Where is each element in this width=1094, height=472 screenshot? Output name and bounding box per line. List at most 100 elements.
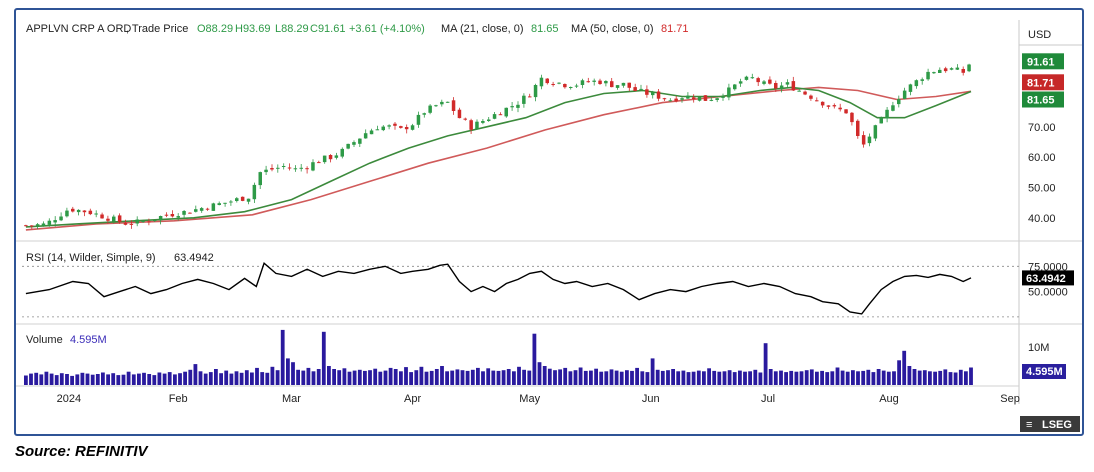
volume-bar — [357, 369, 362, 385]
candle-body — [498, 114, 503, 116]
volume-bar — [424, 371, 429, 385]
volume-bar — [630, 370, 634, 385]
candle-body — [633, 87, 637, 91]
ohlc-low: L88.29 — [275, 23, 309, 35]
volume-bar — [455, 369, 460, 385]
time-label-sep: Sep — [1000, 393, 1020, 405]
volume-bar — [568, 371, 573, 385]
volume-bar — [137, 373, 141, 385]
chart-canvas: APPLVN CRP A ORD , Trade Price O88.29 H9… — [16, 20, 1082, 432]
candle-body — [826, 105, 831, 107]
volume-bar — [619, 371, 624, 385]
volume-bar — [239, 372, 244, 385]
volume-bar — [44, 371, 49, 385]
volume-bar — [830, 371, 835, 385]
volume-bar — [691, 371, 696, 385]
candle-body — [317, 162, 321, 164]
volume-bar — [445, 371, 449, 385]
volume-bar — [522, 369, 526, 385]
candle-body — [528, 96, 532, 98]
volume-bar — [296, 369, 300, 385]
ma21-badge-text: 81.65 — [1027, 95, 1055, 107]
y-tick-50: 50.00 — [1028, 183, 1056, 195]
volume-bar — [486, 368, 491, 385]
volume-bar — [820, 370, 824, 385]
time-label-mar: Mar — [282, 393, 301, 405]
candle-body — [258, 172, 262, 186]
price-type: Trade Price — [132, 23, 188, 35]
candle-body — [252, 184, 257, 200]
volume-bar — [671, 369, 675, 385]
ma50-badge-text: 81.71 — [1027, 77, 1055, 89]
candle-body — [703, 95, 708, 101]
volume-bar — [969, 367, 973, 385]
candle-body — [305, 168, 309, 170]
candle-body — [961, 69, 965, 73]
time-axis: 2024 Feb Mar Apr May Jun Jul Aug Sep — [57, 393, 1020, 405]
candle-body — [615, 85, 620, 88]
ma21-label: MA (21, close, 0) — [441, 23, 524, 35]
candle-body — [569, 87, 573, 88]
volume-bar — [578, 367, 583, 385]
volume-bar — [964, 371, 968, 385]
volume-bar — [111, 373, 116, 385]
volume-bar — [517, 366, 521, 385]
volume-bar — [265, 372, 270, 385]
candle-body — [621, 82, 626, 86]
volume-bar — [707, 368, 711, 385]
volume-bar — [815, 371, 819, 385]
volume-bar — [270, 366, 275, 385]
candle-body — [838, 107, 842, 110]
candle-body — [71, 208, 75, 212]
price-type-label: , Trade Price — [126, 23, 188, 35]
volume-bar — [583, 370, 588, 385]
candle-body — [932, 72, 936, 74]
time-label-apr: Apr — [404, 393, 421, 405]
candle-body — [580, 80, 585, 85]
candle-body — [346, 143, 350, 149]
volume-bar — [363, 370, 367, 385]
time-label-2024: 2024 — [57, 393, 81, 405]
candle-body — [832, 105, 837, 107]
price-type-sep: , — [126, 23, 132, 35]
rsi-tick-50: 50.0000 — [1028, 287, 1068, 299]
candle-body — [586, 81, 590, 83]
time-label-feb: Feb — [169, 393, 188, 405]
candle-body — [738, 81, 743, 84]
volume-bar — [512, 371, 516, 385]
volume-bar — [39, 374, 44, 385]
candle-body — [481, 121, 485, 123]
volume-bar — [943, 369, 948, 385]
source-caption: Source: REFINITIV — [15, 443, 148, 460]
candle-body — [598, 80, 602, 84]
candle-body — [715, 98, 719, 100]
volume-bar — [80, 372, 85, 385]
volume-bar — [368, 370, 372, 385]
volume-bar — [311, 371, 316, 385]
candle-body — [24, 225, 28, 227]
volume-bar — [378, 371, 383, 385]
candle-body — [287, 167, 292, 169]
volume-bar — [917, 370, 922, 385]
volume-bar — [434, 369, 439, 385]
volume-bar — [54, 375, 59, 385]
candle-body — [475, 121, 479, 130]
candle-body — [492, 114, 497, 119]
volume-bar — [666, 370, 670, 385]
volume-bar — [681, 370, 686, 385]
volume-bar — [321, 331, 326, 385]
candle-body — [410, 125, 415, 130]
candle-body — [100, 214, 104, 219]
candle-body — [194, 209, 198, 212]
rsi-current-badge — [1022, 270, 1074, 286]
volume-bar — [758, 372, 763, 385]
close-price-badge — [1022, 53, 1064, 70]
volume-bar — [208, 372, 213, 385]
volume-bar — [152, 375, 157, 385]
volume-bar — [835, 367, 840, 385]
volume-bar — [193, 364, 198, 385]
lseg-logo-text: LSEG — [1042, 419, 1072, 431]
candle-body — [539, 77, 544, 87]
candle-body — [844, 109, 848, 114]
candle-body — [557, 82, 561, 84]
